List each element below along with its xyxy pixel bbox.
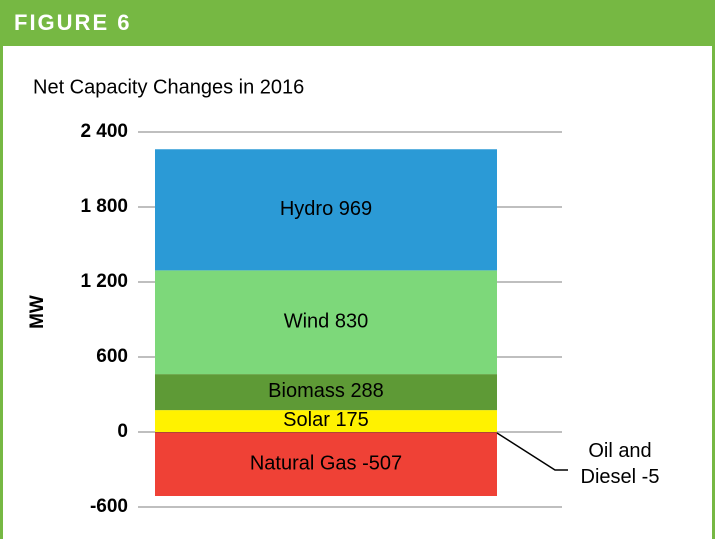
segment-name: Hydro: [280, 198, 333, 220]
y-tick-label: -600: [90, 496, 128, 517]
segment-name: Wind: [284, 311, 330, 333]
y-tick-label: 1 200: [80, 271, 128, 292]
segment-label: Natural Gas -507: [250, 453, 402, 475]
segment-value: 969: [339, 198, 372, 220]
segment-name: Solar: [283, 409, 330, 431]
segment-name: Oil and Diesel: [580, 440, 652, 488]
segment-label: Solar 175: [283, 409, 369, 431]
bar-segment: [155, 432, 497, 433]
header-band: FIGURE 6: [0, 0, 715, 46]
chart-title: Net Capacity Changes in 2016: [33, 76, 304, 98]
segment-label: Hydro 969: [280, 198, 372, 220]
y-tick-label: 2 400: [80, 121, 128, 142]
bar-segment: [155, 410, 497, 432]
bar-segment: [155, 374, 497, 411]
y-tick-label: 0: [117, 421, 128, 442]
segment-value: 175: [335, 409, 368, 431]
bar-segment: [155, 149, 497, 271]
segment-value: -507: [362, 453, 402, 475]
y-tick-label: 1 800: [80, 196, 128, 217]
bar-segment: [155, 432, 497, 496]
segment-label: Biomass 288: [268, 380, 384, 402]
segment-value: 830: [335, 311, 368, 333]
y-tick-label: 600: [96, 346, 128, 367]
segment-name: Biomass: [268, 380, 345, 402]
frame: [0, 46, 715, 539]
figure-label: FIGURE 6: [14, 10, 132, 35]
callout-label: Oil and Diesel -5: [570, 438, 670, 490]
segment-label: Wind 830: [284, 311, 369, 333]
segment-value: 288: [350, 380, 383, 402]
segment-name: Natural Gas: [250, 453, 357, 475]
bar-segment: [155, 270, 497, 375]
segment-value: -5: [641, 466, 660, 488]
leader-line: [496, 432, 568, 471]
y-axis-label: MW: [27, 295, 48, 329]
